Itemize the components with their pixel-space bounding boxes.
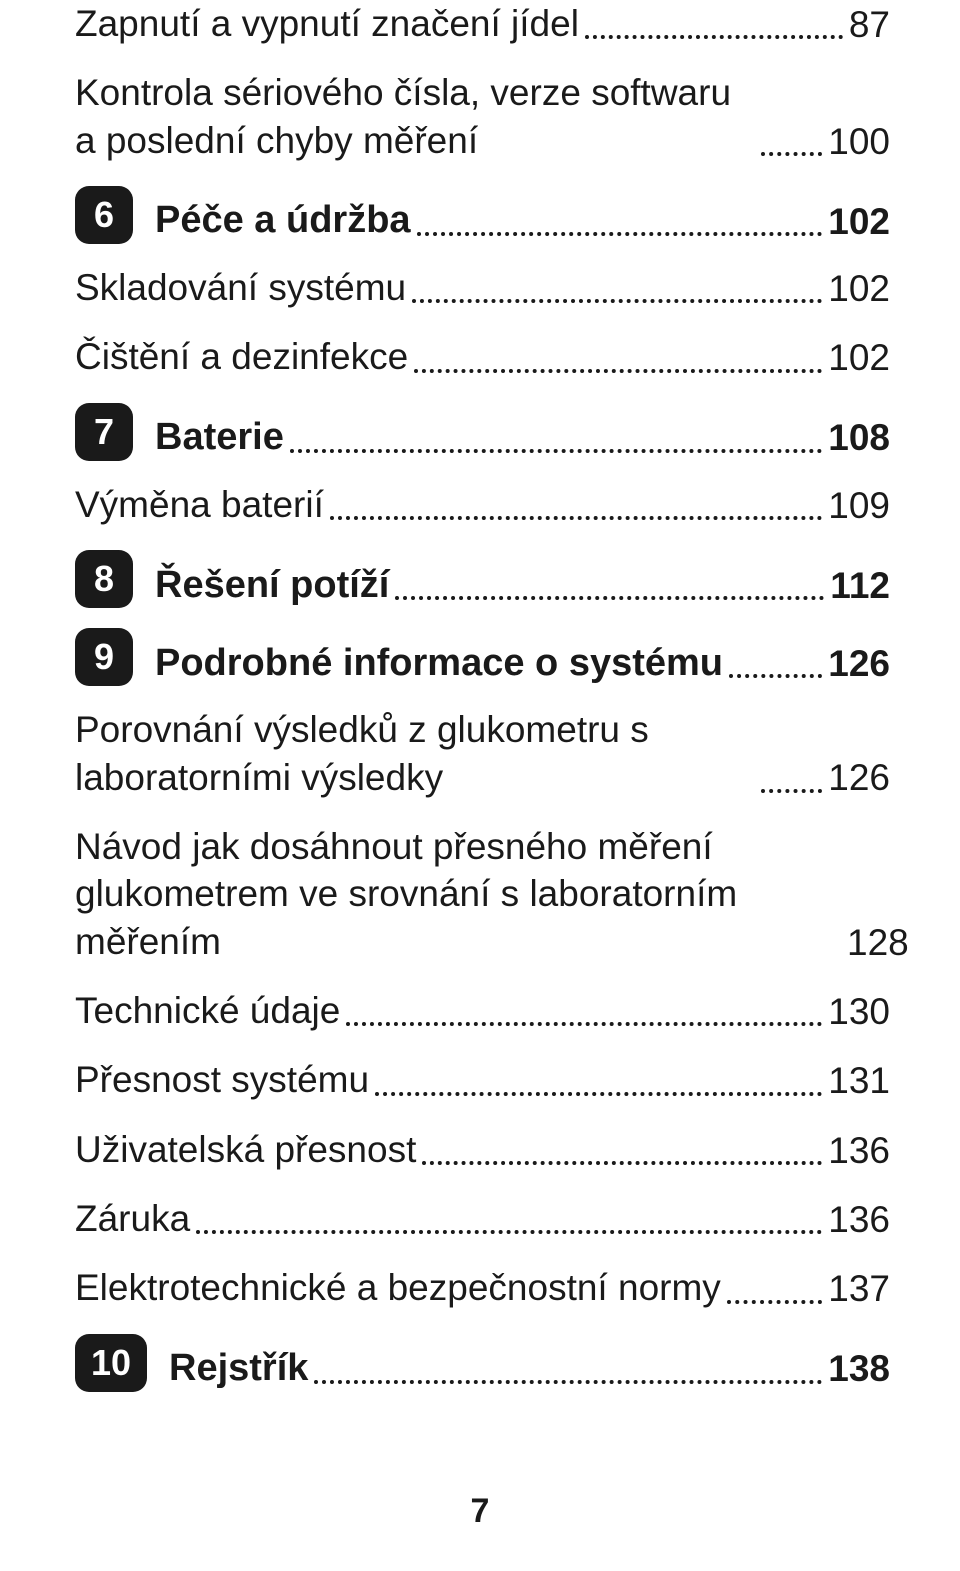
toc-entry-page: 126 bbox=[828, 642, 890, 686]
toc-sub-entry: Porovnání výsledků z glukometru s labora… bbox=[75, 706, 890, 801]
toc-entry-page: 102 bbox=[828, 267, 890, 311]
toc-sub-entry: Návod jak dosáhnout přesného měření gluk… bbox=[75, 823, 890, 965]
toc-leader-dots bbox=[375, 1092, 822, 1096]
toc-entry-label: Technické údaje bbox=[75, 987, 340, 1034]
chapter-number-badge: 10 bbox=[75, 1334, 147, 1392]
toc-leader-dots bbox=[729, 674, 822, 678]
toc-entry-page: 102 bbox=[828, 336, 890, 380]
page-number-footer: 7 bbox=[0, 1492, 960, 1531]
chapter-number-badge: 8 bbox=[75, 550, 133, 608]
toc-entry-page: 136 bbox=[828, 1129, 890, 1173]
toc-sub-entry: Výměna baterií 109 bbox=[75, 481, 890, 528]
toc-entry-label: Zapnutí a vypnutí značení jídel bbox=[75, 0, 579, 47]
toc-leader-dots bbox=[417, 232, 823, 236]
toc-entry-label: Skladování systému bbox=[75, 264, 406, 311]
toc-entry-page: 109 bbox=[828, 484, 890, 528]
toc-entry-label: Baterie bbox=[155, 415, 284, 461]
page-number: 7 bbox=[471, 1492, 490, 1530]
toc-chapter-entry: 8 Řešení potíží 112 bbox=[75, 550, 890, 608]
toc-entry-page: 100 bbox=[828, 120, 890, 164]
toc-entry-label: Porovnání výsledků z glukometru s labora… bbox=[75, 706, 755, 801]
toc-leader-dots bbox=[414, 369, 822, 373]
toc-chapter-entry: 10 Rejstřík 138 bbox=[75, 1334, 890, 1392]
toc-chapter-entry: 7 Baterie 108 bbox=[75, 403, 890, 461]
toc-entry-page: 136 bbox=[828, 1198, 890, 1242]
toc-sub-entry: Technické údaje 130 bbox=[75, 987, 890, 1034]
toc-entry-label: Podrobné informace o systému bbox=[155, 641, 723, 687]
toc-entry-label: Přesnost systému bbox=[75, 1056, 369, 1103]
table-of-contents: Zapnutí a vypnutí značení jídel 87 Kontr… bbox=[75, 0, 890, 1392]
toc-sub-entry: Zapnutí a vypnutí značení jídel 87 bbox=[75, 0, 890, 47]
toc-chapter-entry: 9 Podrobné informace o systému 126 bbox=[75, 628, 890, 686]
toc-leader-dots bbox=[585, 35, 843, 39]
toc-sub-entry: Skladování systému 102 bbox=[75, 264, 890, 311]
chapter-number-badge: 9 bbox=[75, 628, 133, 686]
toc-leader-dots bbox=[412, 299, 822, 303]
chapter-number-badge: 7 bbox=[75, 403, 133, 461]
toc-sub-entry: Uživatelská přesnost 136 bbox=[75, 1126, 890, 1173]
toc-leader-dots bbox=[727, 1300, 822, 1304]
toc-leader-dots bbox=[290, 449, 822, 453]
toc-leader-dots bbox=[314, 1380, 822, 1384]
toc-leader-dots bbox=[761, 152, 822, 156]
toc-entry-page: 87 bbox=[849, 3, 890, 47]
toc-entry-label: Řešení potíží bbox=[155, 563, 389, 609]
toc-entry-page: 128 bbox=[847, 921, 909, 965]
toc-leader-dots bbox=[346, 1022, 822, 1026]
toc-entry-page: 126 bbox=[828, 756, 890, 800]
chapter-number-badge: 6 bbox=[75, 186, 133, 244]
toc-entry-page: 137 bbox=[828, 1267, 890, 1311]
toc-entry-label: Péče a údržba bbox=[155, 198, 411, 244]
toc-leader-dots bbox=[395, 596, 824, 600]
toc-entry-page: 130 bbox=[828, 990, 890, 1034]
toc-entry-page: 131 bbox=[828, 1059, 890, 1103]
toc-sub-entry: Elektrotechnické a bezpečnostní normy 13… bbox=[75, 1264, 890, 1311]
toc-chapter-entry: 6 Péče a údržba 102 bbox=[75, 186, 890, 244]
toc-leader-dots bbox=[196, 1230, 822, 1234]
toc-entry-label: Výměna baterií bbox=[75, 481, 324, 528]
toc-entry-page: 138 bbox=[828, 1347, 890, 1391]
toc-entry-label: Čištění a dezinfekce bbox=[75, 333, 408, 380]
toc-entry-page: 112 bbox=[830, 564, 890, 608]
toc-sub-entry: Přesnost systému 131 bbox=[75, 1056, 890, 1103]
toc-entry-page: 108 bbox=[828, 416, 890, 460]
toc-entry-label: Elektrotechnické a bezpečnostní normy bbox=[75, 1264, 721, 1311]
toc-leader-dots bbox=[422, 1161, 822, 1165]
toc-entry-label: Rejstřík bbox=[169, 1346, 308, 1392]
toc-entry-label: Kontrola sériového čísla, verze softwaru… bbox=[75, 69, 755, 164]
toc-sub-entry: Záruka 136 bbox=[75, 1195, 890, 1242]
toc-sub-entry: Čištění a dezinfekce 102 bbox=[75, 333, 890, 380]
toc-sub-entry: Kontrola sériového čísla, verze softwaru… bbox=[75, 69, 890, 164]
toc-entry-label: Záruka bbox=[75, 1195, 190, 1242]
toc-entry-label: Návod jak dosáhnout přesného měření gluk… bbox=[75, 823, 835, 965]
toc-leader-dots bbox=[330, 516, 822, 520]
toc-entry-page: 102 bbox=[828, 200, 890, 244]
toc-leader-dots bbox=[761, 789, 822, 793]
toc-entry-label: Uživatelská přesnost bbox=[75, 1126, 416, 1173]
